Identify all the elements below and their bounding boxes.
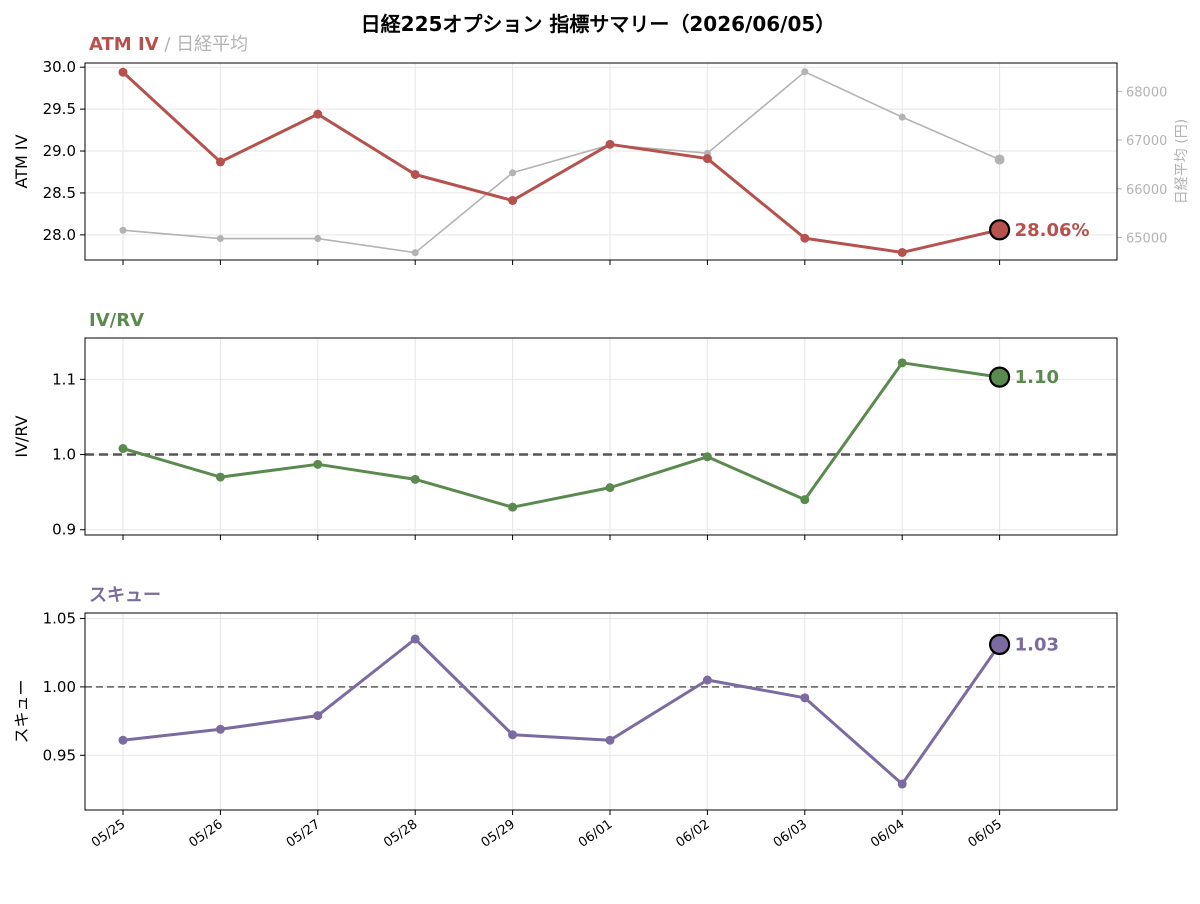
y-tick-label: 0.95: [43, 746, 76, 764]
nikkei-last-marker: [994, 154, 1005, 165]
last-value-marker: [988, 219, 1011, 241]
last-value-label: 1.10: [1015, 367, 1059, 388]
y-tick-label: 1.05: [43, 609, 76, 627]
plot-frame: [84, 62, 1118, 261]
nikkei-line: [122, 70, 1000, 254]
nikkei-marker: [898, 113, 906, 121]
figure-title: 日経225オプション 指標サマリー（2026/06/05）: [361, 12, 836, 36]
panel-1: 28.0 28.5 29.0 29.5 30.0 65000 66000 67000 68000…: [12, 34, 1190, 265]
y-tick-label: 30.0: [43, 58, 76, 76]
data-point: [897, 247, 907, 257]
nikkei-marker: [216, 235, 224, 243]
y-axis-label: スキュー: [12, 679, 31, 743]
nikkei-marker: [509, 169, 517, 177]
last-value-label: 1.03: [1015, 634, 1059, 655]
panel-title: スキュー: [89, 585, 161, 606]
series-line: [122, 637, 1001, 786]
panel-title: IV/RV: [89, 310, 144, 331]
data-point: [508, 730, 518, 740]
nikkei-marker: [119, 226, 127, 234]
data-point: [215, 472, 225, 482]
data-point: [508, 195, 518, 205]
y-axis-label: ATM IV: [12, 134, 31, 188]
panel-title-primary: ATM IV: [89, 34, 159, 55]
y-tick-label: 0.9: [52, 521, 76, 539]
panel-title-primary: IV/RV: [89, 310, 144, 331]
last-value-marker: [988, 366, 1011, 388]
data-point: [410, 634, 420, 644]
panel-title: ATM IV / 日経平均: [89, 34, 248, 55]
y2-tick-label: 66000: [1126, 183, 1167, 198]
y-tick-label: 28.5: [43, 184, 76, 202]
y-tick-label: 29.0: [43, 142, 76, 160]
panel-title-secondary: 日経平均: [176, 34, 248, 55]
nikkei-marker: [801, 68, 809, 76]
data-point: [702, 154, 712, 164]
panel-title-separator: /: [159, 34, 177, 55]
data-point: [800, 233, 810, 243]
data-point: [605, 483, 615, 493]
data-point: [508, 502, 518, 512]
plot-frame: [84, 337, 1118, 536]
y-tick-label: 1.1: [52, 370, 76, 388]
panels: 28.0 28.5 29.0 29.5 30.0 65000 66000 67000 68000…: [12, 34, 1190, 851]
data-point: [215, 724, 225, 734]
last-value-marker: [988, 633, 1011, 656]
nikkei-marker: [411, 249, 419, 257]
data-point: [800, 693, 810, 703]
y-axis-label: IV/RV: [12, 415, 31, 457]
panel-title-primary: スキュー: [89, 585, 161, 606]
data-point: [800, 495, 810, 505]
data-point: [313, 109, 323, 119]
y-tick-label: 29.5: [43, 100, 76, 118]
y-tick-label: 28.0: [43, 226, 76, 244]
y-tick-label: 1.0: [52, 446, 76, 464]
data-point: [897, 358, 907, 368]
data-point: [215, 157, 225, 167]
plot-frame: [84, 612, 1118, 811]
data-point: [118, 444, 128, 454]
data-point: [118, 735, 128, 745]
series-line: [122, 361, 1000, 509]
y2-tick-label: 68000: [1126, 85, 1167, 100]
data-point: [118, 67, 128, 77]
data-point: [702, 675, 712, 685]
y2-axis-label: 日経平均 (円): [1174, 119, 1190, 204]
data-point: [605, 139, 615, 149]
nikkei-marker: [314, 235, 322, 243]
series-line: [121, 71, 1000, 254]
panel-2: 0.9 1.0 1.1 1.10 IV/RV IV/RV: [12, 310, 1118, 540]
data-point: [605, 735, 615, 745]
y2-tick-label: 65000: [1126, 232, 1167, 247]
data-point: [313, 711, 323, 721]
y2-tick-label: 67000: [1126, 134, 1167, 149]
data-point: [410, 169, 420, 179]
data-point: [897, 779, 907, 789]
data-point: [702, 452, 712, 462]
last-value-label: 28.06%: [1015, 220, 1090, 241]
data-point: [410, 474, 420, 484]
y-tick-label: 1.00: [43, 678, 76, 696]
data-point: [313, 459, 323, 469]
